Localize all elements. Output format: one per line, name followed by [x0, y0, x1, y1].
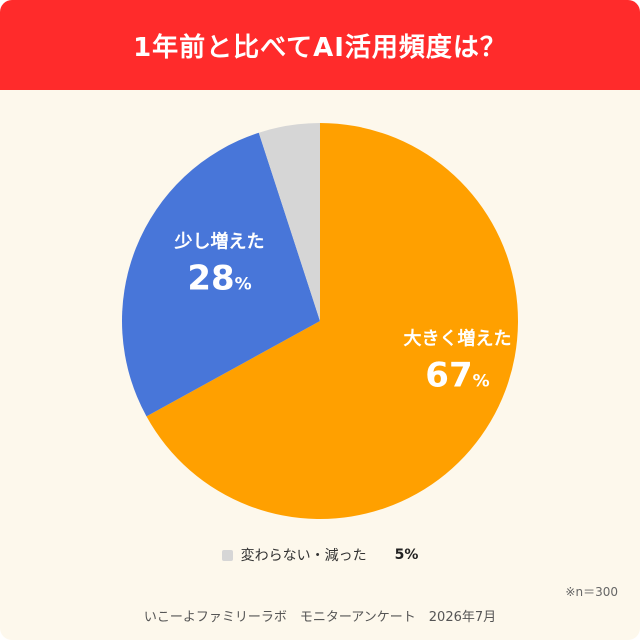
source-footer: いこーよファミリーラボ モニターアンケート 2026年7月	[143, 610, 497, 625]
chart-title: 1年前と比べてAI活用頻度は？	[133, 32, 507, 63]
title-banner: 1年前と比べてAI活用頻度は？	[0, 0, 640, 90]
slice-value-label: 28%	[187, 258, 251, 298]
slice-label-group: 少し増えた 28%	[174, 230, 265, 298]
slice-value-label: 67%	[425, 356, 489, 396]
legend-value: 5%	[394, 547, 419, 563]
legend-swatch	[221, 549, 233, 561]
slice-category-label: 大きく増えた	[403, 328, 511, 350]
slice-label-group: 大きく増えた 67%	[403, 328, 511, 396]
slice-category-label: 少し増えた	[174, 230, 265, 252]
pie-slice	[121, 132, 320, 417]
pie-slice	[258, 123, 320, 321]
pie-slice	[146, 123, 518, 519]
sample-size-note: ※n＝300	[565, 585, 618, 599]
legend: 変わらない・減った 5%	[0, 543, 640, 567]
legend-label: 変わらない・減った	[240, 548, 367, 564]
